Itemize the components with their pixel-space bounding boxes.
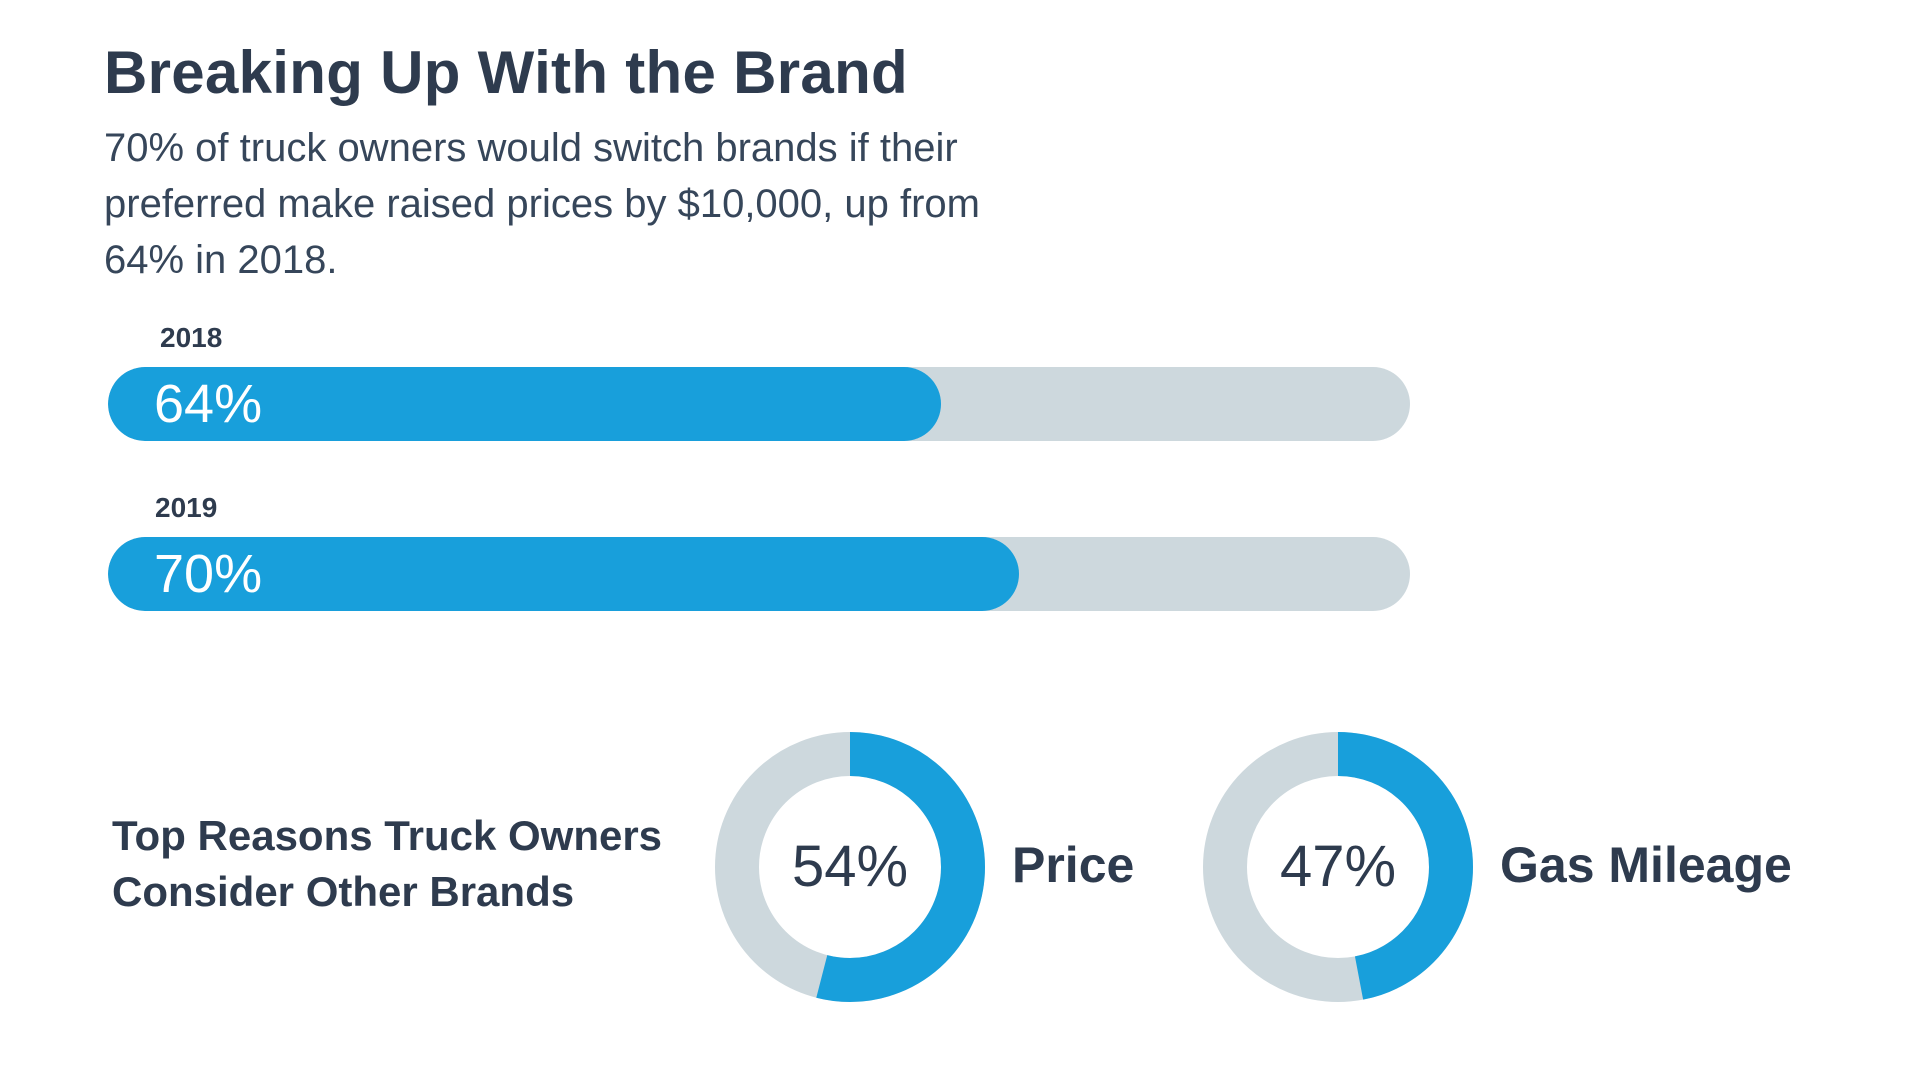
donut-price-svg	[715, 732, 985, 1002]
donut-gas-mileage-svg	[1203, 732, 1473, 1002]
donut-gas-mileage-arc	[1203, 732, 1473, 1002]
donut-gas-mileage: 47%	[1203, 732, 1473, 1002]
chart-title: Breaking Up With the Brand	[104, 39, 908, 106]
bar-value-label-2019: 70%	[154, 544, 263, 604]
reasons-heading-line-1: Top Reasons Truck Owners	[112, 812, 663, 859]
bar-value-label-2018: 64%	[154, 374, 263, 434]
bar-category-label-2019: 2019	[155, 492, 218, 523]
donut-gas-mileage-value: 47%	[1279, 834, 1397, 899]
bar-fill-2019	[108, 537, 1020, 611]
reasons-heading: Top Reasons Truck Owners Consider Other …	[112, 808, 692, 920]
reasons-heading-line-2: Consider Other Brands	[112, 868, 575, 915]
bar-track-2019: 70%	[108, 537, 1410, 611]
donut-price-label: Price	[1012, 837, 1135, 893]
bar-category-label-2018: 2018	[160, 322, 223, 353]
bar-track-2018: 64%	[108, 367, 1410, 441]
bar-fill-2018	[108, 367, 942, 441]
donut-price-arc	[715, 732, 985, 1002]
donut-price-value: 54%	[791, 834, 909, 899]
donut-price: 54%	[715, 732, 985, 1002]
chart-subtitle: 70% of truck owners would switch brands …	[104, 126, 980, 282]
donut-gas-mileage-label: Gas Mileage	[1500, 837, 1792, 893]
